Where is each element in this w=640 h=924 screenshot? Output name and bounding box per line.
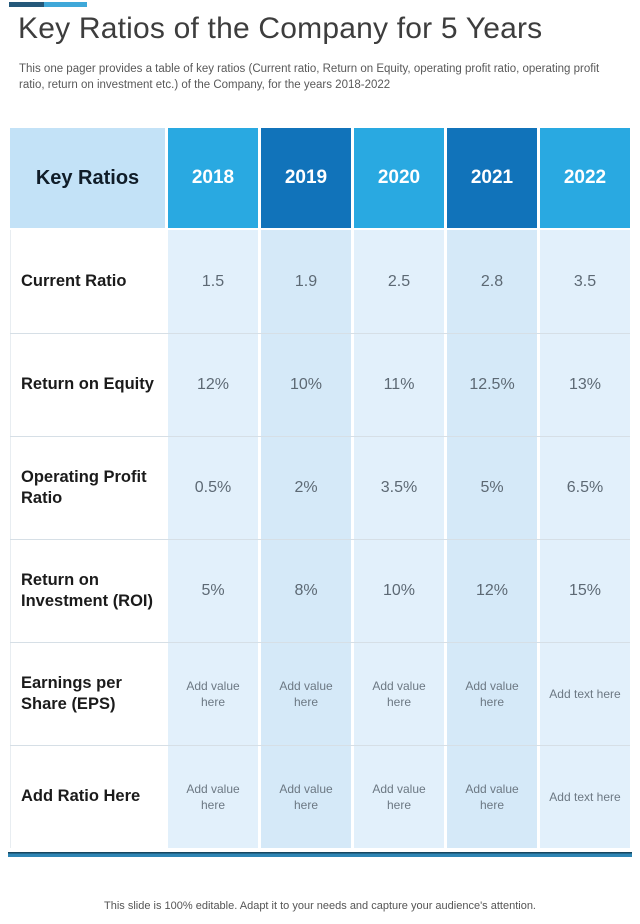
page-subtitle: This one pager provides a table of key r… xyxy=(19,63,600,92)
placeholder-cell: Add value here xyxy=(261,746,351,848)
value-cell: 5% xyxy=(447,437,537,539)
placeholder-cell: Add value here xyxy=(447,643,537,745)
placeholder-cell: Add value here xyxy=(447,746,537,848)
value-cell: 2.5 xyxy=(354,230,444,333)
value-cell: 6.5% xyxy=(540,437,630,539)
year-header-2019: 2019 xyxy=(261,128,351,228)
table-body: Current Ratio 1.5 1.9 2.5 2.8 3.5 Return… xyxy=(10,230,630,848)
row-label: Return on Equity xyxy=(10,334,165,436)
table-row-return-on-investment: Return on Investment (ROI) 5% 8% 10% 12%… xyxy=(10,539,630,642)
table-row-add-ratio-here: Add Ratio Here Add value here Add value … xyxy=(10,745,630,848)
value-cell: 8% xyxy=(261,540,351,642)
page-title: Key Ratios of the Company for 5 Years xyxy=(18,12,543,45)
placeholder-cell: Add text here xyxy=(540,746,630,848)
value-cell: 0.5% xyxy=(168,437,258,539)
value-cell: 10% xyxy=(261,334,351,436)
value-cell: 3.5% xyxy=(354,437,444,539)
value-cell: 11% xyxy=(354,334,444,436)
placeholder-cell: Add value here xyxy=(168,643,258,745)
footer-note: This slide is 100% editable. Adapt it to… xyxy=(104,900,536,912)
table-header-row: Key Ratios 2018 2019 2020 2021 2022 xyxy=(10,128,630,228)
row-label: Add Ratio Here xyxy=(10,746,165,848)
year-header-2018: 2018 xyxy=(168,128,258,228)
table-row-current-ratio: Current Ratio 1.5 1.9 2.5 2.8 3.5 xyxy=(10,230,630,333)
value-cell: 3.5 xyxy=(540,230,630,333)
row-label: Operating Profit Ratio xyxy=(10,437,165,539)
value-cell: 12.5% xyxy=(447,334,537,436)
value-cell: 15% xyxy=(540,540,630,642)
accent-bar xyxy=(9,2,87,7)
table-corner-header: Key Ratios xyxy=(10,128,165,228)
table-bottom-rule xyxy=(8,852,632,857)
year-header-2020: 2020 xyxy=(354,128,444,228)
accent-bar-dark-segment xyxy=(9,2,44,7)
placeholder-cell: Add value here xyxy=(354,643,444,745)
accent-bar-light-segment xyxy=(44,2,87,7)
table-row-operating-profit-ratio: Operating Profit Ratio 0.5% 2% 3.5% 5% 6… xyxy=(10,436,630,539)
key-ratios-table: Key Ratios 2018 2019 2020 2021 2022 Curr… xyxy=(10,128,630,848)
table-row-return-on-equity: Return on Equity 12% 10% 11% 12.5% 13% xyxy=(10,333,630,436)
row-label: Return on Investment (ROI) xyxy=(10,540,165,642)
value-cell: 13% xyxy=(540,334,630,436)
value-cell: 1.9 xyxy=(261,230,351,333)
year-header-2021: 2021 xyxy=(447,128,537,228)
value-cell: 12% xyxy=(168,334,258,436)
value-cell: 12% xyxy=(447,540,537,642)
year-header-2022: 2022 xyxy=(540,128,630,228)
table-row-earnings-per-share: Earnings per Share (EPS) Add value here … xyxy=(10,642,630,745)
placeholder-cell: Add value here xyxy=(261,643,351,745)
placeholder-cell: Add value here xyxy=(354,746,444,848)
placeholder-cell: Add value here xyxy=(168,746,258,848)
row-label: Current Ratio xyxy=(10,230,165,333)
row-label: Earnings per Share (EPS) xyxy=(10,643,165,745)
value-cell: 5% xyxy=(168,540,258,642)
value-cell: 2.8 xyxy=(447,230,537,333)
value-cell: 1.5 xyxy=(168,230,258,333)
placeholder-cell: Add text here xyxy=(540,643,630,745)
value-cell: 2% xyxy=(261,437,351,539)
value-cell: 10% xyxy=(354,540,444,642)
